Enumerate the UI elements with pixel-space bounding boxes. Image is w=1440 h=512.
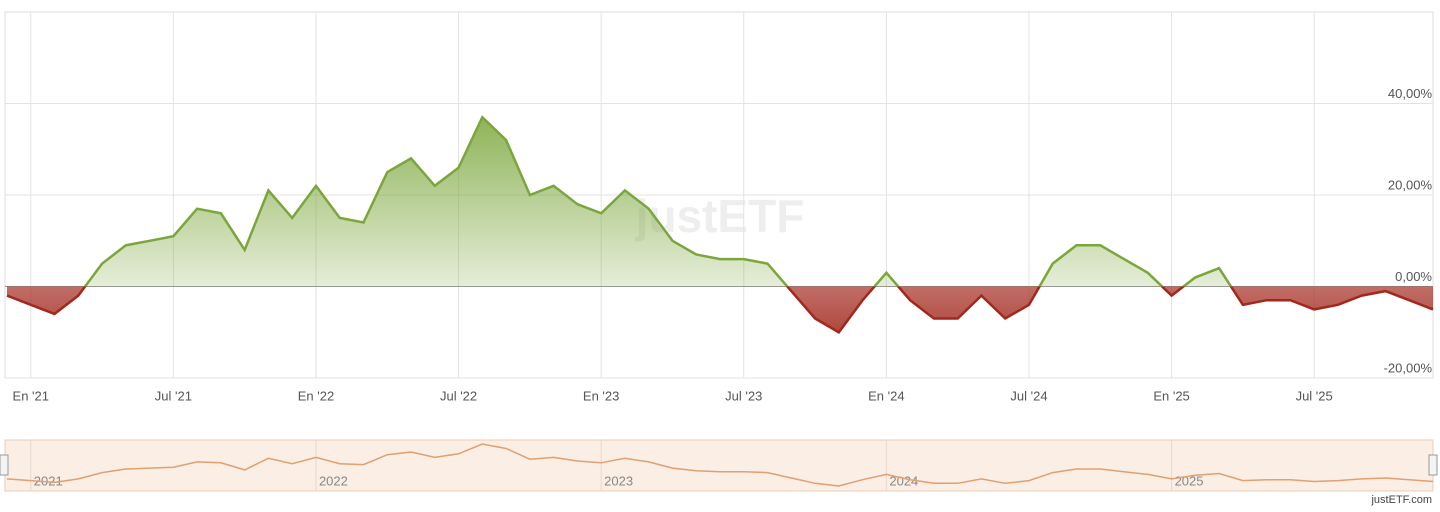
- x-tick-label: En '24: [868, 388, 904, 403]
- x-tick-label: Jul '23: [725, 388, 762, 403]
- x-tick-label: En '23: [583, 388, 619, 403]
- navigator-handle[interactable]: [0, 454, 9, 476]
- x-tick-label: Jul '22: [440, 388, 477, 403]
- credit: justETF.com: [1370, 494, 1432, 506]
- x-tick-label: En '22: [298, 388, 334, 403]
- x-tick-label: Jul '24: [1010, 388, 1047, 403]
- navigator-label: 2023: [604, 473, 633, 488]
- navigator: [4, 439, 1434, 492]
- navigator-label: 2021: [34, 473, 63, 488]
- line-positive: [83, 115, 1233, 287]
- area-negative: [7, 286, 1433, 333]
- y-tick-label: 40,00%: [1388, 86, 1433, 101]
- x-tick-label: En '25: [1153, 388, 1189, 403]
- navigator-label: 2022: [319, 473, 348, 488]
- x-tick-label: Jul '25: [1296, 388, 1333, 403]
- navigator-handle[interactable]: [1428, 454, 1438, 476]
- area-positive: [7, 117, 1433, 287]
- y-tick-label: -20,00%: [1384, 360, 1433, 375]
- y-tick-label: 20,00%: [1388, 177, 1433, 192]
- x-tick-label: Jul '21: [155, 388, 192, 403]
- x-tick-label: En '21: [13, 388, 49, 403]
- navigator-line: [6, 443, 1434, 487]
- y-tick-label: 0,00%: [1395, 269, 1432, 284]
